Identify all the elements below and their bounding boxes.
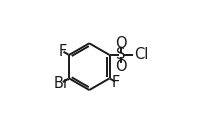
Text: Br: Br xyxy=(54,76,70,91)
Text: O: O xyxy=(115,59,127,74)
Text: S: S xyxy=(116,48,125,62)
Text: Cl: Cl xyxy=(134,48,149,62)
Text: O: O xyxy=(115,36,127,51)
Text: F: F xyxy=(59,44,67,59)
Text: F: F xyxy=(112,75,120,90)
